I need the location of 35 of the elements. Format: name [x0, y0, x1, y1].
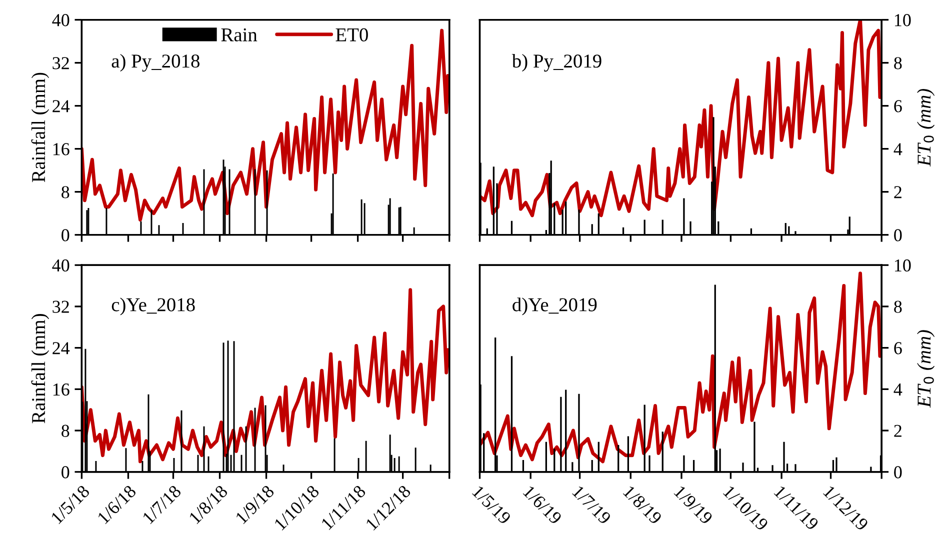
- y-tick-label: 24: [52, 100, 70, 112]
- y-tick-label: 40: [52, 14, 70, 26]
- line-series: [480, 272, 882, 464]
- y2-tick-label: 8: [894, 300, 902, 313]
- y2-tick-label: 6: [894, 100, 902, 112]
- y2-tick-label: 10: [894, 14, 911, 26]
- y-axis-title: Rainfall (mm): [31, 314, 50, 424]
- y2-tick-label: 6: [894, 342, 902, 354]
- y2-tick-label: 2: [894, 186, 902, 198]
- y-tick-label: 8: [62, 424, 70, 437]
- y2-tick-label: 0: [894, 229, 902, 242]
- text: d)Ye_2019: [512, 298, 597, 316]
- y2-axis-title: ET$_{0}$ (mm): [917, 88, 935, 167]
- legend-label: Rain: [221, 28, 258, 42]
- legend-label: ET0: [336, 28, 368, 42]
- y-tick-label: 0: [62, 466, 70, 478]
- text: a) Py_2018: [112, 54, 200, 72]
- y-tick-label: 32: [52, 57, 69, 70]
- y-tick-label: 32: [52, 300, 69, 313]
- y-tick-label: 16: [53, 383, 70, 396]
- y-tick-label: 16: [53, 143, 70, 156]
- y-tick-label: 24: [52, 342, 70, 354]
- y-tick-label: 40: [52, 259, 70, 272]
- y2-tick-label: 0: [894, 466, 902, 478]
- y2-tick-label: 2: [894, 424, 902, 437]
- y2-tick-label: 4: [894, 143, 902, 156]
- y2-tick-label: 4: [894, 384, 902, 396]
- y2-axis-title: ET$_{0}$ (mm): [917, 330, 935, 408]
- y-axis-title: Rainfall (mm): [31, 72, 50, 182]
- y2-tick-label: 10: [894, 259, 911, 272]
- text: c)Ye_2018: [112, 298, 195, 316]
- y-tick-label: 0: [62, 229, 70, 242]
- y2-tick-label: 8: [894, 57, 902, 70]
- y-tick-label: 8: [62, 186, 70, 198]
- text: b) Py_2019: [512, 54, 602, 72]
